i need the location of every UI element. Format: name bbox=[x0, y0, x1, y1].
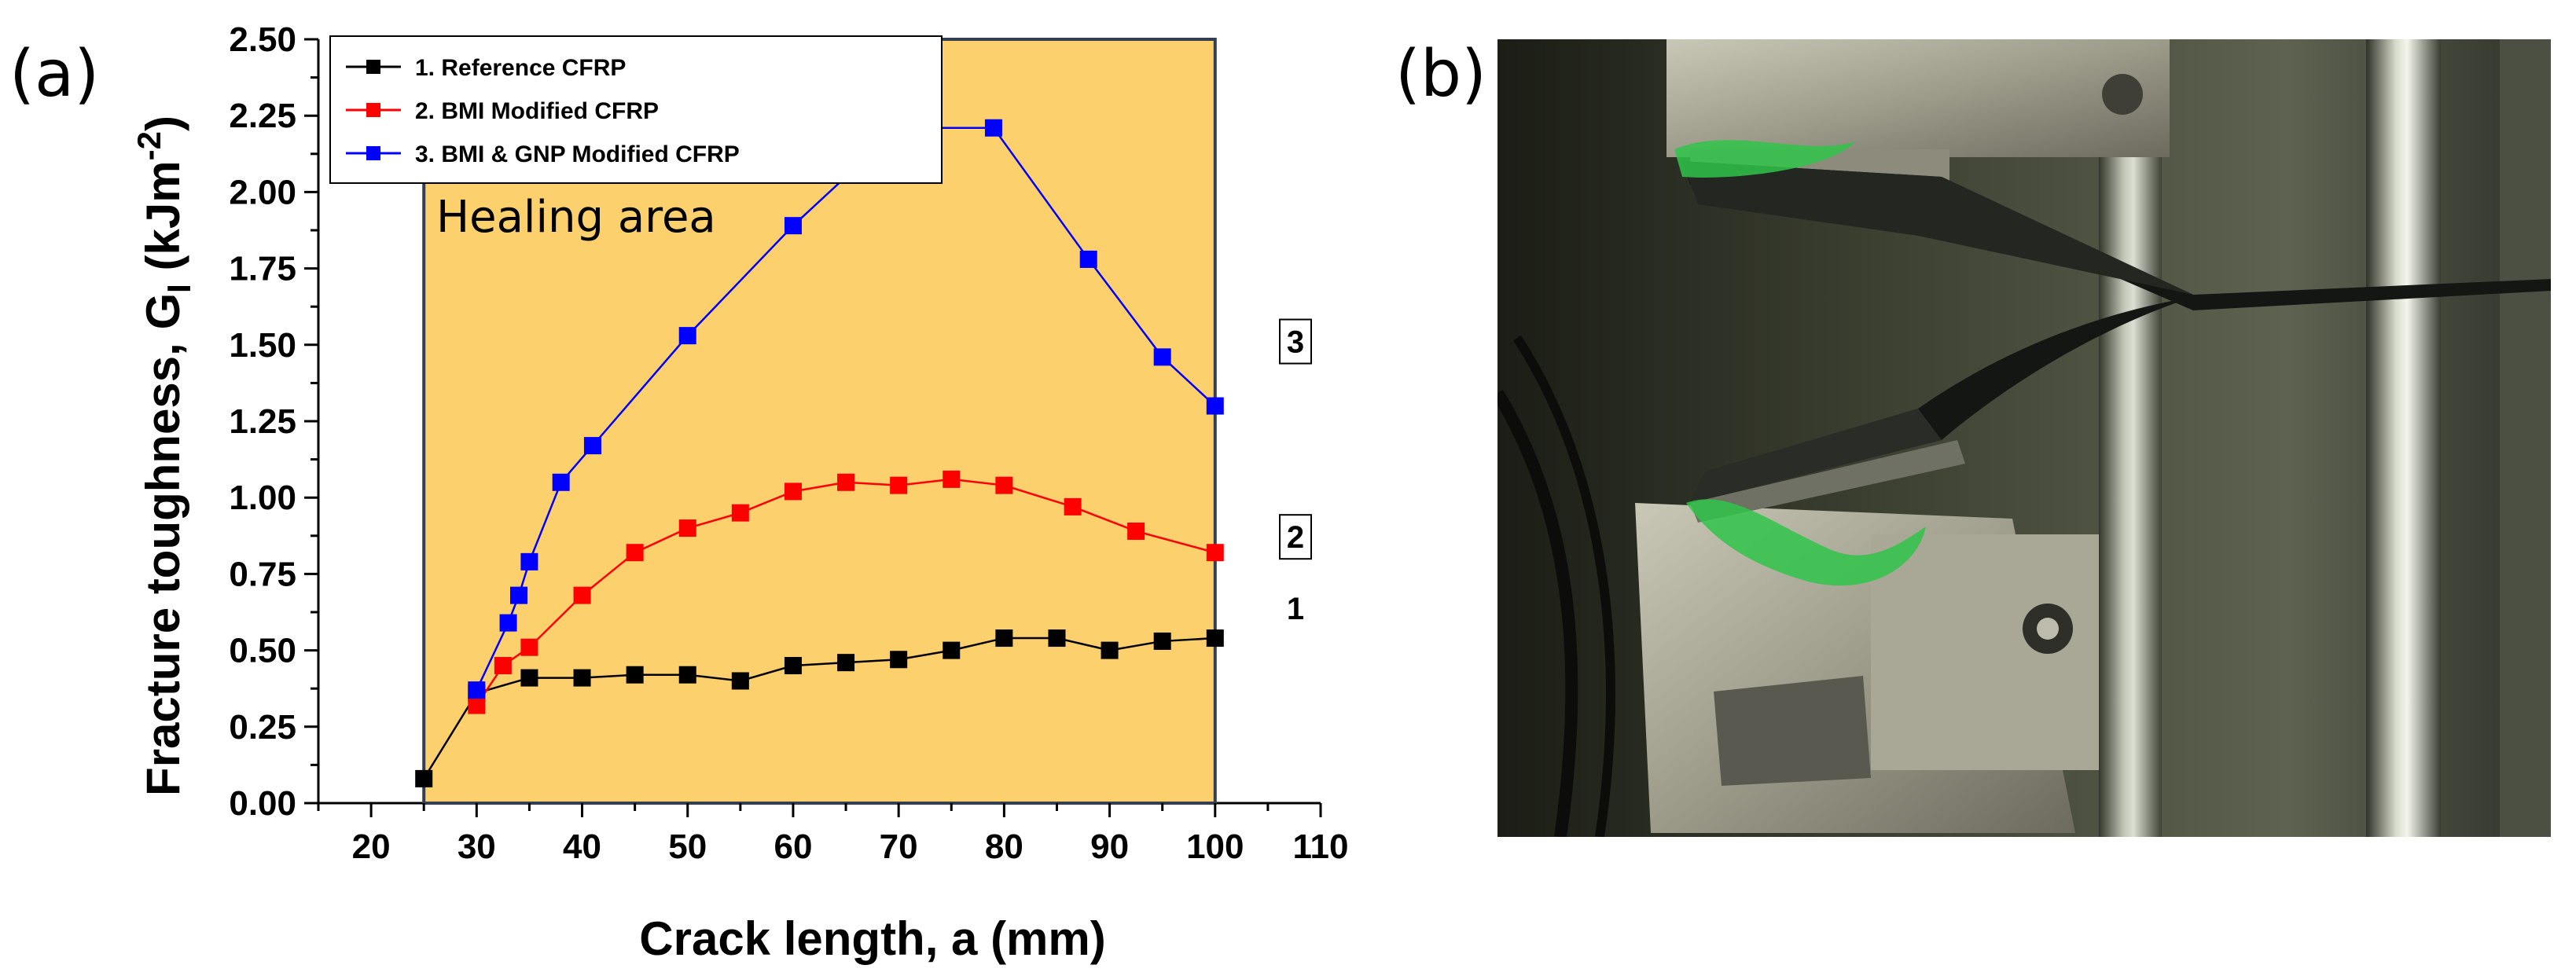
series-3-point bbox=[510, 586, 527, 604]
legend-marker-1 bbox=[366, 60, 380, 74]
y-axis-title: Fracture toughness, GI (kJm-2) bbox=[130, 116, 197, 796]
series-3-point bbox=[1079, 250, 1097, 268]
series-3-point bbox=[678, 327, 696, 345]
x-axis-title: Crack length, a (mm) bbox=[639, 912, 1105, 965]
x-tick-label: 30 bbox=[458, 827, 496, 866]
legend: 1. Reference CFRP 2. BMI Modified CFRP 3. … bbox=[329, 35, 943, 184]
series-1-point bbox=[837, 654, 855, 672]
series-3-point bbox=[984, 119, 1002, 137]
x-tick-labels: 20 30 40 50 60 70 80 90 100 110 bbox=[352, 827, 1349, 866]
panel-label-a: (a) bbox=[9, 37, 99, 112]
y-tick-label: 1.25 bbox=[229, 402, 296, 441]
dcb-fracture-test-photo bbox=[1497, 39, 2551, 837]
series-1-point bbox=[784, 657, 802, 675]
y-axis-title-sub: I bbox=[160, 284, 197, 293]
legend-box bbox=[329, 35, 943, 184]
series-3-point bbox=[499, 614, 517, 632]
y-tick-label: 2.25 bbox=[229, 97, 296, 135]
y-tick-label: 0.00 bbox=[229, 784, 296, 823]
series-1-point bbox=[943, 641, 961, 659]
legend-label-2: 2. BMI Modified CFRP bbox=[415, 98, 659, 124]
y-axis-title-unit-close: ) bbox=[137, 116, 189, 131]
x-tick-label: 100 bbox=[1186, 827, 1244, 866]
series-2-point bbox=[494, 657, 512, 675]
healing-area-label: Healing area bbox=[436, 192, 716, 243]
series-3-point bbox=[552, 473, 570, 491]
series-3-point bbox=[520, 552, 538, 571]
series-1-point bbox=[678, 666, 696, 684]
y-tick-labels: 0.00 0.25 0.50 0.75 1.00 1.25 1.50 1.75 2.00 2.25… bbox=[229, 20, 296, 823]
series-3-point bbox=[784, 217, 802, 235]
series-1-point bbox=[890, 651, 908, 669]
x-tick-label: 70 bbox=[880, 827, 918, 866]
x-tick-label: 40 bbox=[563, 827, 601, 866]
series-2-point bbox=[1127, 522, 1145, 540]
y-tick-label: 1.75 bbox=[229, 250, 296, 288]
y-tick-label: 2.50 bbox=[229, 20, 296, 59]
series-1-point bbox=[731, 672, 749, 690]
series-2-point bbox=[890, 476, 908, 494]
series-1-point bbox=[995, 629, 1013, 648]
series-1-point bbox=[1048, 629, 1066, 648]
y-tick-label: 0.25 bbox=[229, 708, 296, 747]
y-axis-title-main: Fracture toughness, G bbox=[137, 293, 189, 796]
series-3-point bbox=[468, 681, 486, 699]
series-2-point bbox=[1206, 544, 1224, 562]
y-tick-label: 0.50 bbox=[229, 632, 296, 670]
series-1-point bbox=[573, 669, 591, 687]
y-tick-label: 2.00 bbox=[229, 173, 296, 211]
series-2-point bbox=[943, 470, 961, 488]
series-2-point bbox=[995, 476, 1013, 494]
series-2-point bbox=[678, 519, 696, 538]
series-layer bbox=[415, 119, 1224, 787]
axis-ticks bbox=[304, 38, 1322, 817]
panel-label-b: (b) bbox=[1395, 37, 1486, 112]
x-tick-label: 110 bbox=[1293, 827, 1349, 866]
series-3-point bbox=[583, 437, 601, 455]
series-2-point bbox=[784, 482, 802, 501]
series-2-point bbox=[626, 544, 644, 562]
series-2-point bbox=[573, 586, 591, 604]
x-tick-label: 90 bbox=[1090, 827, 1129, 866]
x-tick-label: 50 bbox=[668, 827, 707, 866]
series-2-point bbox=[837, 473, 855, 491]
series-tag-2: 2 bbox=[1287, 520, 1304, 555]
y-axis-title-unit: (kJm bbox=[137, 160, 189, 284]
series-3-point bbox=[1206, 397, 1224, 415]
x-tick-label: 20 bbox=[352, 827, 391, 866]
series-1-point bbox=[626, 666, 644, 684]
legend-label-3: 3. BMI & GNP Modified CFRP bbox=[415, 141, 740, 167]
legend-marker-3 bbox=[366, 146, 380, 160]
x-tick-label: 80 bbox=[985, 827, 1023, 866]
y-tick-label: 1.50 bbox=[229, 326, 296, 365]
legend-label-1: 1. Reference CFRP bbox=[415, 55, 626, 81]
legend-marker-2 bbox=[366, 103, 380, 117]
series-3-point bbox=[1153, 348, 1171, 366]
series-line-1 bbox=[423, 637, 1215, 780]
series-tag-box-3 bbox=[1279, 318, 1312, 365]
series-2-point bbox=[520, 638, 538, 656]
x-tick-label: 60 bbox=[774, 827, 812, 866]
series-2-point bbox=[731, 504, 749, 522]
series-2-point bbox=[468, 696, 486, 714]
series-2-point bbox=[1064, 497, 1082, 516]
y-tick-label: 1.00 bbox=[229, 479, 296, 517]
series-tag-1: 1 bbox=[1287, 592, 1304, 626]
series-1-point bbox=[1153, 632, 1171, 650]
series-1-point bbox=[415, 769, 433, 787]
series-1-point bbox=[1101, 641, 1119, 659]
y-tick-label: 0.75 bbox=[229, 555, 296, 593]
series-end-tags: 1 2 3 bbox=[1279, 318, 1312, 626]
series-tag-3: 3 bbox=[1287, 325, 1304, 360]
series-1-point bbox=[520, 669, 538, 687]
series-tag-box-2 bbox=[1279, 514, 1312, 560]
series-1-point bbox=[1206, 629, 1224, 648]
y-axis-title-sup: -2 bbox=[130, 131, 167, 160]
